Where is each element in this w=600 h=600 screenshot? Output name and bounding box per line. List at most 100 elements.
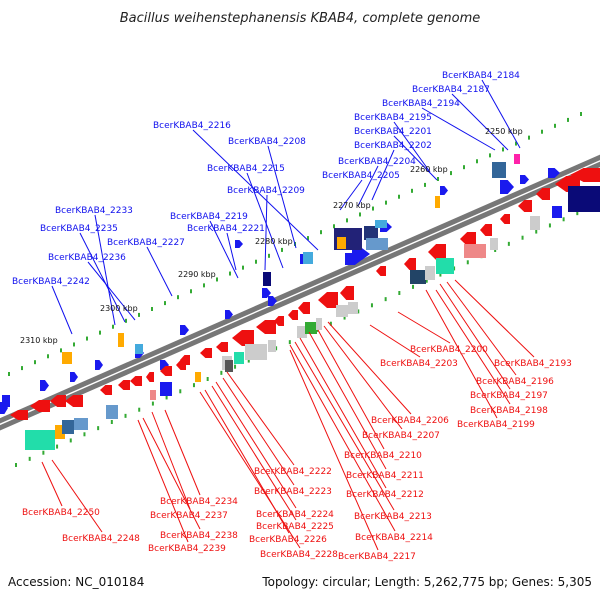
outer-ring-mark <box>489 153 491 158</box>
gene-arrow <box>268 296 277 306</box>
feature-box <box>245 344 267 360</box>
gene-label-reverse[interactable]: BcerKBAB4_2210 <box>344 451 422 461</box>
gene-label-forward[interactable]: BcerKBAB4_2227 <box>107 238 185 248</box>
outer-ring-mark <box>229 271 231 276</box>
gene-label-forward[interactable]: BcerKBAB4_2187 <box>412 85 490 95</box>
gene-label-reverse[interactable]: BcerKBAB4_2223 <box>254 487 332 497</box>
gene-label-reverse[interactable]: BcerKBAB4_2234 <box>160 497 238 507</box>
gene-label-reverse[interactable]: BcerKBAB4_2237 <box>150 511 228 521</box>
outer-ring-mark <box>164 301 166 306</box>
position-ticks: 2250 kbp 2260 kbp 2270 kbp 2280 kbp 2290 kbp… <box>20 127 523 345</box>
gene-label-forward[interactable]: BcerKBAB4_2235 <box>40 224 118 234</box>
gene-label-reverse[interactable]: BcerKBAB4_2197 <box>470 391 548 401</box>
gene-label-reverse[interactable]: BcerKBAB4_2226 <box>249 535 327 545</box>
gene-label-reverse[interactable]: BcerKBAB4_2224 <box>256 510 334 520</box>
gene-label-forward[interactable]: BcerKBAB4_2208 <box>228 137 306 147</box>
gene-label-reverse[interactable]: BcerKBAB4_2222 <box>254 467 332 477</box>
gene-label-forward[interactable]: BcerKBAB4_2236 <box>48 253 126 263</box>
gene-label-reverse[interactable]: BcerKBAB4_2198 <box>470 406 548 416</box>
outer-ring-mark <box>541 129 543 134</box>
inner-ring-mark <box>275 346 278 351</box>
gene-label-forward[interactable]: BcerKBAB4_2242 <box>12 277 90 287</box>
gene-label-forward[interactable]: BcerKBAB4_2195 <box>354 113 432 123</box>
gene-label-forward[interactable]: BcerKBAB4_2216 <box>153 121 231 131</box>
gene-arrow <box>130 376 142 386</box>
inner-ring-mark <box>548 223 551 228</box>
gene-label-forward[interactable]: BcerKBAB4_2184 <box>442 71 520 81</box>
feature-box <box>375 220 387 228</box>
gene-arrow <box>50 395 66 407</box>
gene-label-reverse[interactable]: BcerKBAB4_2193 <box>494 359 572 369</box>
gene-label-reverse[interactable]: BcerKBAB4_2207 <box>362 431 440 441</box>
gene-label-reverse[interactable]: BcerKBAB4_2203 <box>380 359 458 369</box>
gene-label-forward[interactable]: BcerKBAB4_2201 <box>354 127 432 137</box>
inner-ring-mark <box>179 389 182 394</box>
gene-arrow <box>274 316 284 326</box>
reverse-leader-line <box>439 283 511 390</box>
gene-label-reverse[interactable]: BcerKBAB4_2228 <box>260 550 338 560</box>
gene-label-forward[interactable]: BcerKBAB4_2219 <box>170 212 248 222</box>
feature-box <box>530 216 540 230</box>
outer-ring-mark <box>177 295 179 300</box>
gene-label-reverse[interactable]: BcerKBAB4_2248 <box>62 534 140 544</box>
inner-ring-mark <box>562 217 565 222</box>
reverse-leader-line <box>397 311 451 344</box>
outer-ring-mark <box>86 336 88 341</box>
gene-label-forward[interactable]: BcerKBAB4_2202 <box>354 141 432 151</box>
inner-ring-mark <box>206 377 209 381</box>
feature-box <box>464 244 486 258</box>
reverse-leader-line <box>164 409 201 496</box>
gene-label-forward[interactable]: BcerKBAB4_2194 <box>382 99 460 109</box>
gene-arrow <box>118 380 130 390</box>
outer-ring-mark <box>359 212 361 217</box>
gene-arrow <box>256 320 276 334</box>
outer-ring-mark <box>307 236 309 241</box>
gene-label-reverse[interactable]: BcerKBAB4_2212 <box>346 490 424 500</box>
feature-box <box>336 305 348 317</box>
outer-ring-mark <box>567 117 569 122</box>
gene-arrow <box>146 372 154 382</box>
gene-arrow <box>235 240 243 248</box>
outer-ring-mark <box>99 330 101 335</box>
gene-arrow <box>352 248 370 260</box>
gene-label-forward[interactable]: BcerKBAB4_2209 <box>227 186 305 196</box>
inner-ring-mark <box>110 420 113 424</box>
inner-ring-mark <box>138 407 141 412</box>
gene-label-reverse[interactable]: BcerKBAB4_2206 <box>371 416 449 426</box>
gene-arrow <box>200 348 212 358</box>
gene-label-reverse[interactable]: BcerKBAB4_2250 <box>22 508 100 518</box>
gene-label-forward[interactable]: BcerKBAB4_2221 <box>187 224 265 234</box>
gene-label-reverse[interactable]: BcerKBAB4_2211 <box>346 471 424 481</box>
feature-box <box>337 237 346 249</box>
gene-arrow <box>65 395 83 407</box>
inner-ring-mark <box>507 241 510 246</box>
gene-label-forward[interactable]: BcerKBAB4_2204 <box>338 157 416 167</box>
feature-box <box>55 425 65 439</box>
gene-label-reverse[interactable]: BcerKBAB4_2238 <box>160 531 238 541</box>
gene-label-forward[interactable]: BcerKBAB4_2233 <box>55 206 133 216</box>
inner-ring-mark <box>83 432 86 437</box>
reverse-leader-line <box>454 279 535 358</box>
gene-arrow <box>520 175 529 184</box>
gene-label-reverse[interactable]: BcerKBAB4_2213 <box>354 512 432 522</box>
gene-label-reverse[interactable]: BcerKBAB4_2196 <box>476 377 554 387</box>
outer-ring-mark <box>385 200 387 205</box>
gene-label-reverse[interactable]: BcerKBAB4_2239 <box>148 544 226 554</box>
gene-arrow <box>500 180 514 194</box>
gene-label-forward[interactable]: BcerKBAB4_2205 <box>322 171 400 181</box>
gene-label-reverse[interactable]: BcerKBAB4_2200 <box>410 345 488 355</box>
forward-leader-line <box>87 261 136 321</box>
gene-arrow <box>180 355 190 365</box>
outer-ring-mark <box>281 247 283 252</box>
gene-label-reverse[interactable]: BcerKBAB4_2217 <box>338 552 416 562</box>
inner-ring-mark <box>28 456 31 461</box>
gene-label-reverse[interactable]: BcerKBAB4_2199 <box>457 420 535 430</box>
gene-label-reverse[interactable]: BcerKBAB4_2225 <box>256 522 334 532</box>
inner-ring-mark <box>425 278 428 283</box>
outer-ring-mark <box>476 159 478 164</box>
outer-ring-mark <box>502 147 504 152</box>
feature-box <box>514 154 520 164</box>
gene-label-reverse[interactable]: BcerKBAB4_2214 <box>355 533 433 543</box>
gene-label-forward[interactable]: BcerKBAB4_2215 <box>207 164 285 174</box>
